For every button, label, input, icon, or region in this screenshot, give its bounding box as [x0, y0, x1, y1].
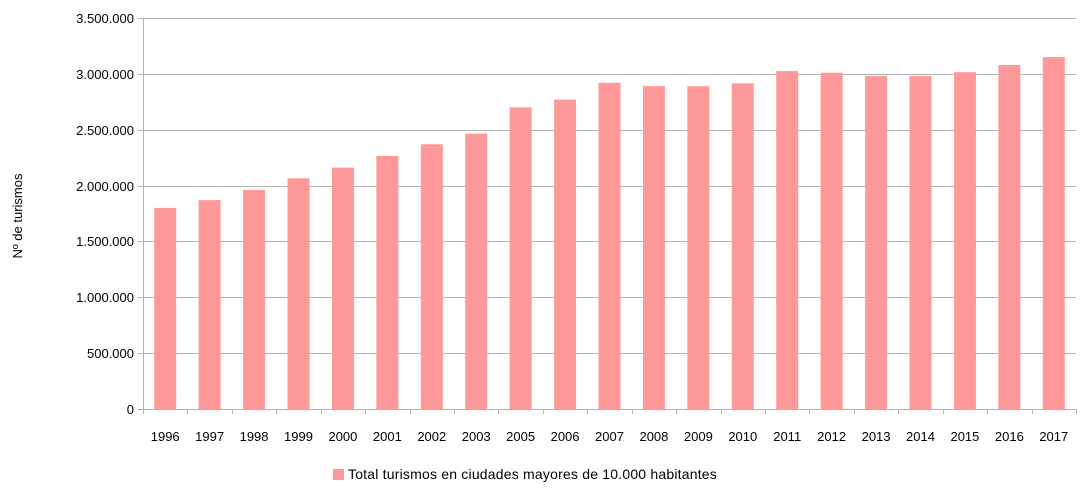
x-tick-label: 1996	[151, 429, 180, 444]
y-tick-label: 1.000.000	[76, 290, 134, 305]
x-tick-label: 2006	[551, 429, 580, 444]
bar	[287, 178, 310, 409]
bar	[154, 207, 177, 409]
bar	[420, 144, 443, 410]
x-tick-label: 2010	[728, 429, 757, 444]
bar	[909, 76, 932, 409]
x-tick-label: 2013	[862, 429, 891, 444]
bar	[598, 82, 621, 409]
bar	[331, 167, 354, 409]
bar	[376, 155, 399, 409]
bar	[509, 107, 532, 410]
bar	[198, 200, 221, 409]
x-tick-label: 2003	[462, 429, 491, 444]
y-axis-title: Nº de turismos	[10, 173, 25, 258]
x-tick-label: 2015	[950, 429, 979, 444]
y-tick-label: 3.000.000	[76, 67, 134, 82]
x-tick-label: 2001	[373, 429, 402, 444]
axes	[138, 18, 1077, 414]
legend-swatch	[333, 469, 344, 480]
bar	[865, 76, 888, 409]
x-tick-label: 1997	[195, 429, 224, 444]
y-tick-label: 2.500.000	[76, 123, 134, 138]
x-tick-label: 2012	[817, 429, 846, 444]
x-tick-label: 1999	[284, 429, 313, 444]
bar	[953, 72, 976, 410]
bar	[998, 64, 1021, 410]
x-tick-label: 2002	[417, 429, 446, 444]
bar	[1042, 57, 1065, 409]
bar	[243, 190, 266, 409]
x-tick-label: 2017	[1039, 429, 1068, 444]
x-tick-label: 2008	[639, 429, 668, 444]
x-tick-label: 2014	[906, 429, 935, 444]
x-tick-label: 1998	[240, 429, 269, 444]
x-tick-label: 2016	[995, 429, 1024, 444]
bar	[642, 86, 665, 410]
x-tick-label: 2000	[328, 429, 357, 444]
bar	[554, 99, 577, 410]
x-tick-labels: 1996 1997 1998 1999 2000 2001 2002 2003 2005 2006…	[151, 429, 1069, 444]
bar	[820, 72, 843, 410]
bar	[776, 71, 799, 409]
x-tick-label: 2007	[595, 429, 624, 444]
x-tick-label: 2005	[506, 429, 535, 444]
y-tick-labels: 0 500.000 1.000.000 1.500.000 2.000.000 2.500…	[76, 11, 134, 417]
x-tick-label: 2009	[684, 429, 713, 444]
bar	[687, 86, 710, 410]
y-tick-label: 1.500.000	[76, 234, 134, 249]
bar	[731, 83, 754, 409]
y-tick-label: 500.000	[87, 346, 134, 361]
x-tick-label: 2011	[773, 429, 801, 444]
y-tick-label: 2.000.000	[76, 179, 134, 194]
y-tick-label: 0	[127, 402, 134, 417]
bar	[465, 133, 488, 409]
y-tick-label: 3.500.000	[76, 11, 134, 26]
bars	[154, 57, 1065, 410]
legend: Total turismos en ciudades mayores de 10…	[333, 466, 717, 482]
legend-label: Total turismos en ciudades mayores de 10…	[348, 466, 717, 482]
